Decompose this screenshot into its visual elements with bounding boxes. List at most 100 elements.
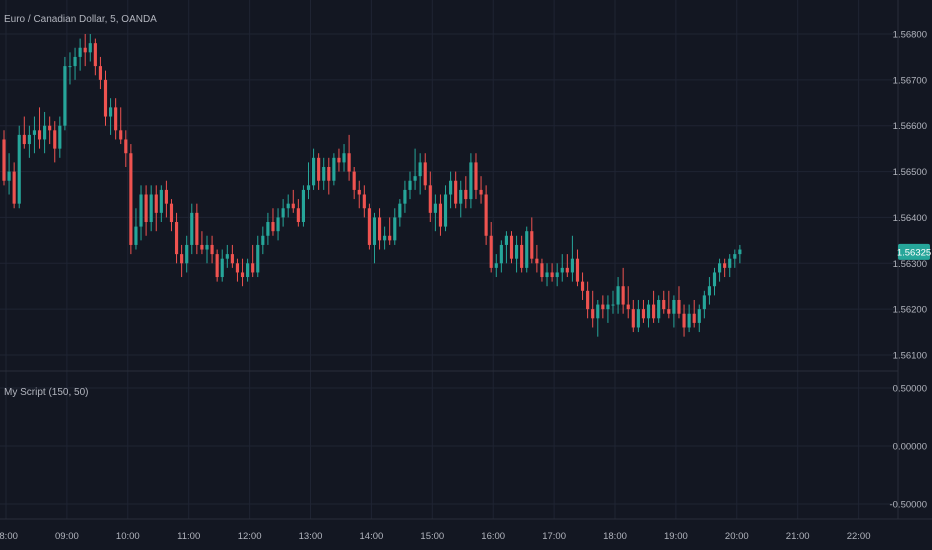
price-axis[interactable]: 1.56800 1.56700 1.56600 1.56500 1.56400 1.563…	[893, 30, 927, 362]
time-tick-label: 11:00	[177, 531, 200, 542]
candle-body	[103, 79, 108, 117]
candle	[215, 249, 219, 282]
indicator-tick-label: 0.00000	[893, 442, 927, 453]
candle	[449, 171, 453, 209]
candle-body	[27, 134, 31, 145]
time-axis[interactable]: 08:00 09:00 10:00 11:00 12:00 13:00 14:00 15:00…	[0, 531, 870, 542]
candle	[484, 185, 488, 245]
candle-body	[109, 107, 113, 117]
candle-body	[164, 189, 168, 204]
candle-body	[377, 217, 382, 241]
last-price-marker[interactable]: 1.56325	[897, 243, 931, 260]
candle	[174, 212, 179, 264]
candle-body	[545, 272, 549, 278]
candle-body	[728, 258, 732, 268]
candle-body	[555, 272, 559, 278]
candle	[423, 153, 427, 190]
candle	[418, 153, 422, 195]
candle-body	[733, 254, 737, 259]
candle-body	[606, 304, 610, 310]
candle	[438, 194, 443, 236]
candle	[733, 249, 737, 268]
candle	[159, 185, 163, 223]
candle	[352, 166, 356, 200]
candle	[205, 235, 209, 264]
candle	[251, 244, 255, 278]
time-tick-label: 21:00	[786, 531, 810, 542]
last-price-label: 1.56325	[897, 247, 931, 258]
candle	[682, 304, 686, 337]
candle-body	[383, 235, 387, 241]
candle	[621, 267, 625, 314]
candle-body	[474, 162, 478, 190]
candle	[144, 185, 148, 236]
candle	[398, 199, 402, 227]
time-tick-label: 19:00	[664, 531, 688, 542]
candle	[240, 258, 245, 287]
candle	[180, 244, 184, 278]
candle	[129, 144, 133, 255]
candle-body	[489, 235, 493, 268]
candle-body	[225, 254, 229, 259]
candle-body	[677, 299, 681, 314]
candle-body	[621, 286, 625, 305]
candle	[296, 199, 300, 227]
candle-body	[22, 134, 26, 145]
candle	[68, 52, 72, 85]
price-tick-label: 1.56700	[893, 75, 927, 86]
candle-body	[37, 130, 42, 140]
candle-body	[88, 43, 92, 53]
price-tick-label: 1.56400	[893, 213, 927, 224]
candle-body	[317, 157, 321, 181]
candle-body	[393, 217, 397, 241]
candle-body	[251, 263, 255, 273]
candle-body	[469, 162, 473, 200]
candle-body	[692, 313, 696, 323]
candle-body	[312, 157, 316, 186]
candle	[22, 116, 26, 149]
candle-body	[408, 180, 412, 190]
candle	[636, 299, 640, 333]
candle-body	[652, 304, 656, 319]
candle	[88, 34, 92, 62]
candle	[322, 157, 326, 190]
candle	[109, 98, 113, 135]
candle	[393, 208, 397, 245]
candle-body	[301, 189, 305, 223]
candle-body	[464, 189, 468, 200]
time-tick-label: 08:00	[0, 531, 18, 542]
candle	[535, 244, 539, 273]
candle-body	[626, 304, 630, 310]
candle	[276, 208, 280, 241]
candle-body	[601, 304, 605, 310]
candle-body	[459, 189, 463, 204]
candle-body	[428, 185, 432, 213]
time-tick-label: 16:00	[481, 531, 505, 542]
candle	[464, 176, 468, 209]
candle-body	[129, 153, 133, 245]
symbol-title[interactable]: Euro / Canadian Dollar, 5, OANDA	[4, 14, 157, 25]
candle-body	[58, 125, 62, 149]
candle-body	[291, 203, 295, 209]
candle	[367, 203, 371, 250]
candle-body	[48, 125, 52, 131]
candle	[504, 231, 508, 264]
candle-body	[63, 66, 67, 126]
candle-body	[180, 254, 184, 264]
candle-body	[230, 254, 234, 264]
candle-body	[98, 66, 102, 80]
price-tick-label: 1.56600	[893, 121, 927, 132]
candle	[454, 171, 458, 209]
candlestick-series[interactable]	[2, 34, 742, 337]
candle	[317, 153, 321, 190]
candle-body	[17, 134, 21, 204]
candle-body	[449, 180, 453, 195]
candle	[586, 281, 590, 319]
candle-body	[357, 189, 361, 195]
indicator-title[interactable]: My Script (150, 50)	[4, 387, 88, 398]
indicator-axis[interactable]: 0.50000 0.00000 -0.50000	[889, 384, 927, 511]
candle-body	[718, 263, 722, 273]
candle	[509, 231, 514, 264]
candle-body	[580, 281, 585, 291]
